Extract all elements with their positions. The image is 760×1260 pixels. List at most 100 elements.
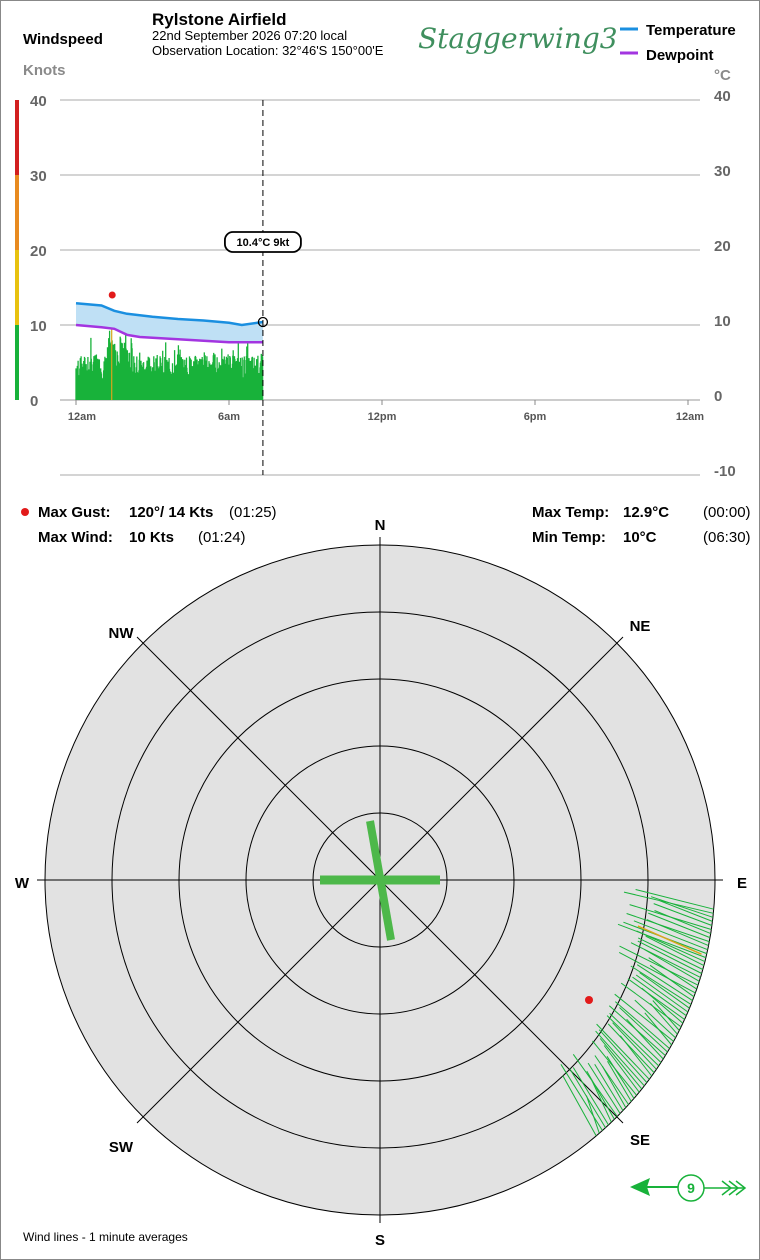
wind-speed-color-bar: [15, 100, 19, 400]
station-name: Rylstone Airfield: [152, 10, 286, 29]
wind-line: [635, 974, 689, 1013]
wind-line: [648, 957, 697, 990]
wind-line: [562, 1075, 597, 1137]
footer-note: Wind lines - 1 minute averages: [23, 1230, 188, 1244]
observation-location: Observation Location: 32°46'S 150°00'E: [152, 43, 384, 58]
date-time: 22nd September 2026 07:20 local: [152, 28, 347, 43]
wind-line: [617, 923, 707, 959]
time-axis-ticks: 12am 6am 12pm 6pm 12am: [68, 400, 704, 423]
celsius-unit-label: °C: [714, 67, 731, 84]
compass-label-n: N: [375, 517, 386, 534]
temperature-tick-label: 30: [714, 163, 731, 180]
wind-compass-rose: N NE E SE S SW W NW: [15, 517, 747, 1249]
wind-line: [585, 1095, 600, 1134]
wind-line: [587, 1062, 621, 1114]
wind-line: [634, 999, 676, 1039]
max-gust-marker: [108, 291, 116, 299]
wind-line: [639, 972, 690, 1009]
wind-line: [598, 1029, 648, 1083]
min-temp-time: (06:30): [703, 529, 751, 546]
wind-line: [607, 1023, 655, 1073]
compass-label-nw: NW: [109, 625, 135, 642]
compass-label-e: E: [737, 875, 747, 892]
wind-line: [560, 1064, 603, 1131]
wind-line: [654, 910, 711, 935]
knots-unit-label: Knots: [23, 62, 66, 79]
wind-line: [612, 1022, 657, 1070]
max-wind-line: [637, 925, 702, 955]
wind-line: [648, 912, 711, 939]
wind-line: [601, 1065, 627, 1108]
wind-line: [646, 919, 709, 947]
max-gust-time: (01:25): [229, 504, 277, 521]
max-gust-dot-icon: [21, 508, 29, 516]
compass-label-se: SE: [630, 1132, 650, 1149]
time-cursor-point: [257, 316, 269, 328]
current-speed-value: 9: [687, 1180, 695, 1196]
cursor-readout-box: [224, 231, 302, 253]
temperature-axis-ticks: 40 30 20 10 0 -10: [714, 88, 736, 480]
wind-line: [630, 965, 692, 1005]
wind-line: [609, 1012, 662, 1063]
wind-line: [594, 1064, 624, 1111]
wind-line: [652, 1000, 680, 1031]
wind-speed-bars: [75, 325, 264, 400]
time-tick-label: 12am: [68, 411, 96, 423]
max-wind-label: Max Wind:: [38, 529, 113, 546]
max-temp-label: Max Temp:: [532, 504, 609, 521]
color-bar-segment: [15, 175, 19, 250]
wind-line: [645, 935, 705, 967]
wind-line: [614, 1001, 670, 1049]
wind-line: [618, 951, 696, 994]
wind-line: [606, 1056, 635, 1099]
wind-line: [626, 913, 710, 943]
max-temp-value: 12.9°C: [623, 504, 669, 521]
compass-label-w: W: [15, 875, 30, 892]
arrow-head-icon: [630, 1178, 650, 1196]
time-tick-label: 12am: [676, 411, 704, 423]
temperature-tick-label: 10: [714, 313, 731, 330]
time-tick-label: 6pm: [524, 411, 547, 423]
wind-line: [586, 1070, 615, 1120]
wind-tick-label: 30: [30, 168, 47, 185]
wind-line: [619, 945, 699, 986]
temperature-legend-label: Temperature: [646, 22, 736, 39]
temperature-tick-label: -10: [714, 463, 736, 480]
wind-line: [595, 1030, 645, 1087]
wind-line: [603, 1045, 640, 1093]
wind-line: [572, 1067, 609, 1126]
wind-line: [599, 1038, 643, 1090]
wind-line: [636, 930, 706, 963]
wind-line: [650, 1003, 678, 1035]
wind-direction-lines: [560, 889, 714, 1137]
time-tick-label: 6am: [218, 411, 240, 423]
color-bar-segment: [15, 250, 19, 325]
wind-line: [632, 976, 687, 1017]
staggerwing-logo: Staggerwing3: [418, 22, 618, 55]
wind-line: [619, 1007, 668, 1053]
wind-line: [637, 940, 702, 974]
wind-tick-label: 0: [30, 393, 38, 410]
wind-line: [630, 942, 701, 978]
wind-line: [635, 889, 714, 910]
wind-line: [650, 896, 714, 918]
dewpoint-line: [75, 323, 263, 344]
wind-line: [594, 1055, 630, 1105]
wind-line: [614, 993, 674, 1042]
wind-line: [606, 1015, 660, 1067]
wind-line: [627, 978, 685, 1020]
cursor-readout-text: 10.4°C 9kt: [237, 237, 290, 249]
compass-label-ne: NE: [630, 618, 651, 635]
wind-line: [607, 1060, 632, 1102]
wind-tick-label: 10: [30, 318, 47, 335]
temperature-tick-label: 40: [714, 88, 731, 105]
color-bar-segment: [15, 325, 19, 400]
wind-line: [626, 1018, 664, 1060]
color-bar-segment: [15, 100, 19, 175]
wind-line: [637, 937, 704, 970]
wind-line: [644, 1012, 672, 1046]
windspeed-title: Windspeed: [23, 31, 103, 48]
wind-line: [633, 920, 708, 951]
arrow-tail-feathers-icon: [721, 1180, 747, 1196]
